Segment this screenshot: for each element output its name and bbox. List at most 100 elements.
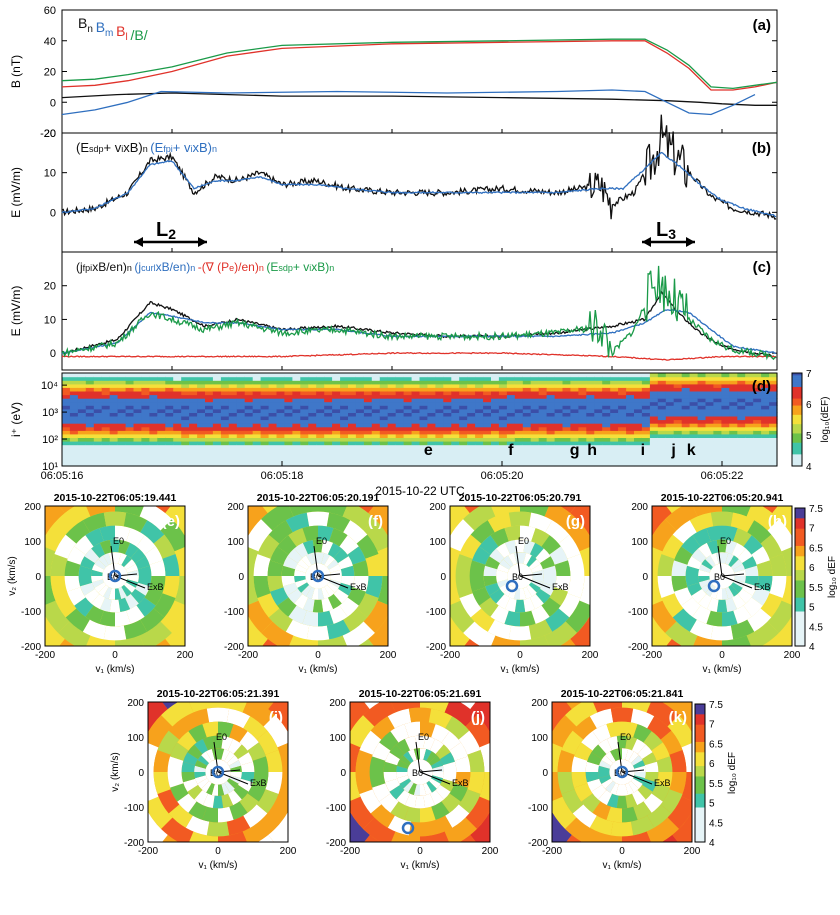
spectrogram-cell — [634, 444, 643, 449]
spectrogram-cell — [324, 398, 333, 403]
vdf-bin — [705, 555, 716, 568]
vdf-bin — [197, 755, 210, 766]
vdf-bin — [728, 584, 739, 597]
spectrogram-cell — [753, 373, 762, 378]
spectrogram-cell — [578, 451, 587, 456]
vdf-bin — [467, 750, 485, 772]
spectrogram-cell — [467, 383, 476, 388]
colorbar-cell — [695, 783, 705, 788]
colorbar-cell — [695, 790, 705, 795]
vdf-bin — [733, 605, 752, 624]
colorbar-cell — [695, 724, 705, 729]
vdf-bin — [423, 736, 436, 751]
colorbar-cell — [795, 580, 805, 585]
spectrogram-cell — [93, 441, 103, 446]
spectrogram-cell — [165, 462, 174, 467]
spectrogram-cell — [260, 390, 270, 396]
vdf-bin — [99, 610, 115, 627]
spectrogram-cell — [649, 423, 659, 428]
spectrogram-cell — [411, 426, 421, 431]
spectrogram-cell — [395, 430, 405, 435]
vdf-bin — [144, 546, 163, 565]
spectrogram-cell — [125, 415, 135, 421]
spectrogram-cell — [181, 383, 190, 388]
spectrogram-cell — [451, 419, 460, 424]
vdf-bin — [189, 831, 218, 842]
spectrogram-cell — [85, 430, 95, 435]
spectrogram-cell — [348, 383, 357, 388]
spectrogram-cell — [157, 437, 166, 442]
spectrogram-cell — [173, 373, 182, 378]
spectrogram-cell — [62, 455, 71, 460]
spectrogram-cell — [649, 444, 659, 449]
spectrogram-cell — [284, 398, 293, 403]
vdf-bin — [628, 751, 639, 764]
spectrogram-cell — [681, 458, 691, 463]
vdf-bin — [622, 702, 651, 713]
vdf-panel-label: (g) — [566, 513, 585, 530]
spectrogram-cell — [236, 376, 246, 381]
spectrogram-cell — [284, 448, 293, 453]
spectrogram-cell — [284, 451, 293, 456]
spectrogram-cell — [657, 441, 667, 446]
spectrogram-cell — [737, 458, 746, 463]
spectrogram-cell — [443, 455, 452, 460]
colorbar-cell — [792, 389, 802, 393]
spectrogram-cell — [228, 405, 238, 410]
spectrogram-cell — [157, 419, 166, 424]
vdf-frame — [349, 701, 491, 843]
spectrogram-cell — [205, 401, 214, 406]
spectrogram-cell — [657, 448, 667, 453]
vdf-bin — [391, 702, 420, 713]
spectrogram-cell — [149, 398, 158, 403]
spectrogram-cell — [578, 448, 587, 453]
spectrogram-cell — [618, 448, 627, 453]
spectrogram-cell — [220, 448, 230, 453]
spectrogram-cell — [761, 430, 770, 435]
spectrogram-cell — [602, 437, 611, 442]
spectrogram-cell — [77, 405, 87, 410]
vdf-bin — [318, 552, 325, 564]
vdf-bin — [444, 702, 477, 727]
spectrogram-cell — [641, 437, 651, 442]
vdf-bin — [339, 597, 359, 617]
spectrogram-cell — [641, 401, 651, 406]
spectrogram-cell — [395, 383, 405, 388]
spectrogram-cell — [665, 423, 675, 428]
spectrogram-cell — [117, 423, 127, 428]
vdf-bin — [581, 793, 601, 813]
spectrogram-cell — [491, 448, 500, 453]
spectrogram-cell — [657, 426, 667, 431]
spectrogram-cell — [109, 462, 119, 467]
spectrogram-cell — [570, 458, 579, 463]
spectrogram-cell — [292, 430, 301, 435]
spectrogram-cell — [395, 394, 405, 399]
spectrogram-cell — [634, 394, 643, 399]
vdf-y-tick: -100 — [326, 803, 346, 814]
b0-line — [317, 573, 341, 577]
vdf-bin — [403, 751, 414, 764]
spectrogram-cell — [467, 412, 476, 417]
spectrogram-cell — [125, 451, 135, 456]
spectrogram-cell — [665, 376, 675, 381]
spectrogram-cell — [435, 419, 444, 424]
spectrogram-cell — [745, 437, 754, 442]
spectrogram-cell — [355, 373, 365, 378]
spectrogram-cell — [332, 423, 341, 428]
spectrogram-cell — [324, 433, 333, 438]
spectrogram-cell — [459, 380, 468, 385]
b0-label: B0 — [714, 572, 725, 582]
vdf-title: 2015-10-22T06:05:21.841 — [561, 688, 684, 700]
vdf-title: 2015-10-22T06:05:21.391 — [157, 688, 280, 700]
spectrogram-cell — [77, 387, 87, 392]
spectrogram-cell — [189, 390, 198, 396]
spectrogram-cell — [729, 390, 738, 396]
spectrogram-cell — [649, 401, 659, 406]
series-gradP — [61, 351, 777, 361]
spectrogram-cell — [387, 394, 397, 399]
spectrogram-cell — [387, 455, 397, 460]
spectrogram-cell — [649, 373, 659, 378]
spectrogram-cell — [133, 433, 142, 438]
vdf-bin — [528, 582, 541, 593]
spectrogram-cell — [371, 405, 381, 410]
